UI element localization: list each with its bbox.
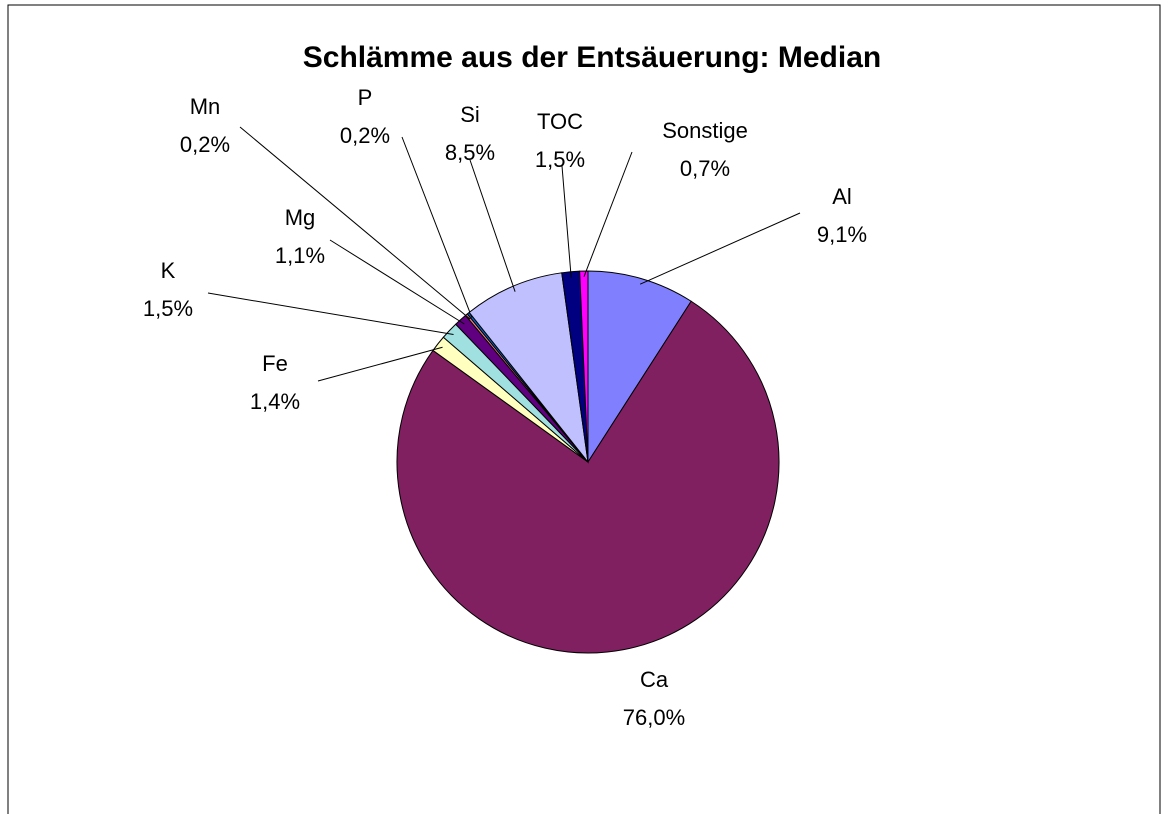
value-label: 76,0% bbox=[623, 705, 685, 730]
leader-line bbox=[639, 212, 801, 285]
slice-label: TOC bbox=[537, 109, 583, 134]
value-label: 1,5% bbox=[535, 147, 585, 172]
leader-line bbox=[329, 239, 465, 325]
value-label: 0,7% bbox=[680, 156, 730, 181]
slice-label: Ca bbox=[640, 667, 669, 692]
value-label: 0,2% bbox=[340, 123, 390, 148]
slice-label: Sonstige bbox=[662, 118, 748, 143]
leader-line bbox=[239, 126, 471, 320]
value-label: 1,4% bbox=[250, 389, 300, 414]
slice-label: Mg bbox=[285, 205, 316, 230]
pie-slice bbox=[587, 270, 692, 464]
slice-label: Mn bbox=[190, 94, 221, 119]
value-label: 0,2% bbox=[180, 132, 230, 157]
leader-line bbox=[317, 346, 443, 382]
leader-line bbox=[469, 159, 516, 292]
leader-line bbox=[401, 136, 473, 318]
leader-line bbox=[561, 165, 572, 278]
value-label: 9,1% bbox=[817, 222, 867, 247]
chart-title: Schlämme aus der Entsäuerung: Median bbox=[303, 41, 881, 74]
leader-line bbox=[207, 292, 454, 336]
slice-label: Al bbox=[832, 184, 852, 209]
slice-label: Fe bbox=[262, 351, 288, 376]
pie-slice bbox=[579, 270, 589, 463]
slice-label: P bbox=[358, 85, 373, 110]
pie-slice bbox=[396, 300, 780, 654]
slice-label: Si bbox=[460, 102, 480, 127]
value-label: 1,5% bbox=[143, 296, 193, 321]
slice-label: K bbox=[161, 258, 176, 283]
leader-line bbox=[583, 151, 633, 277]
value-label: 1,1% bbox=[275, 243, 325, 268]
value-label: 8,5% bbox=[445, 140, 495, 165]
